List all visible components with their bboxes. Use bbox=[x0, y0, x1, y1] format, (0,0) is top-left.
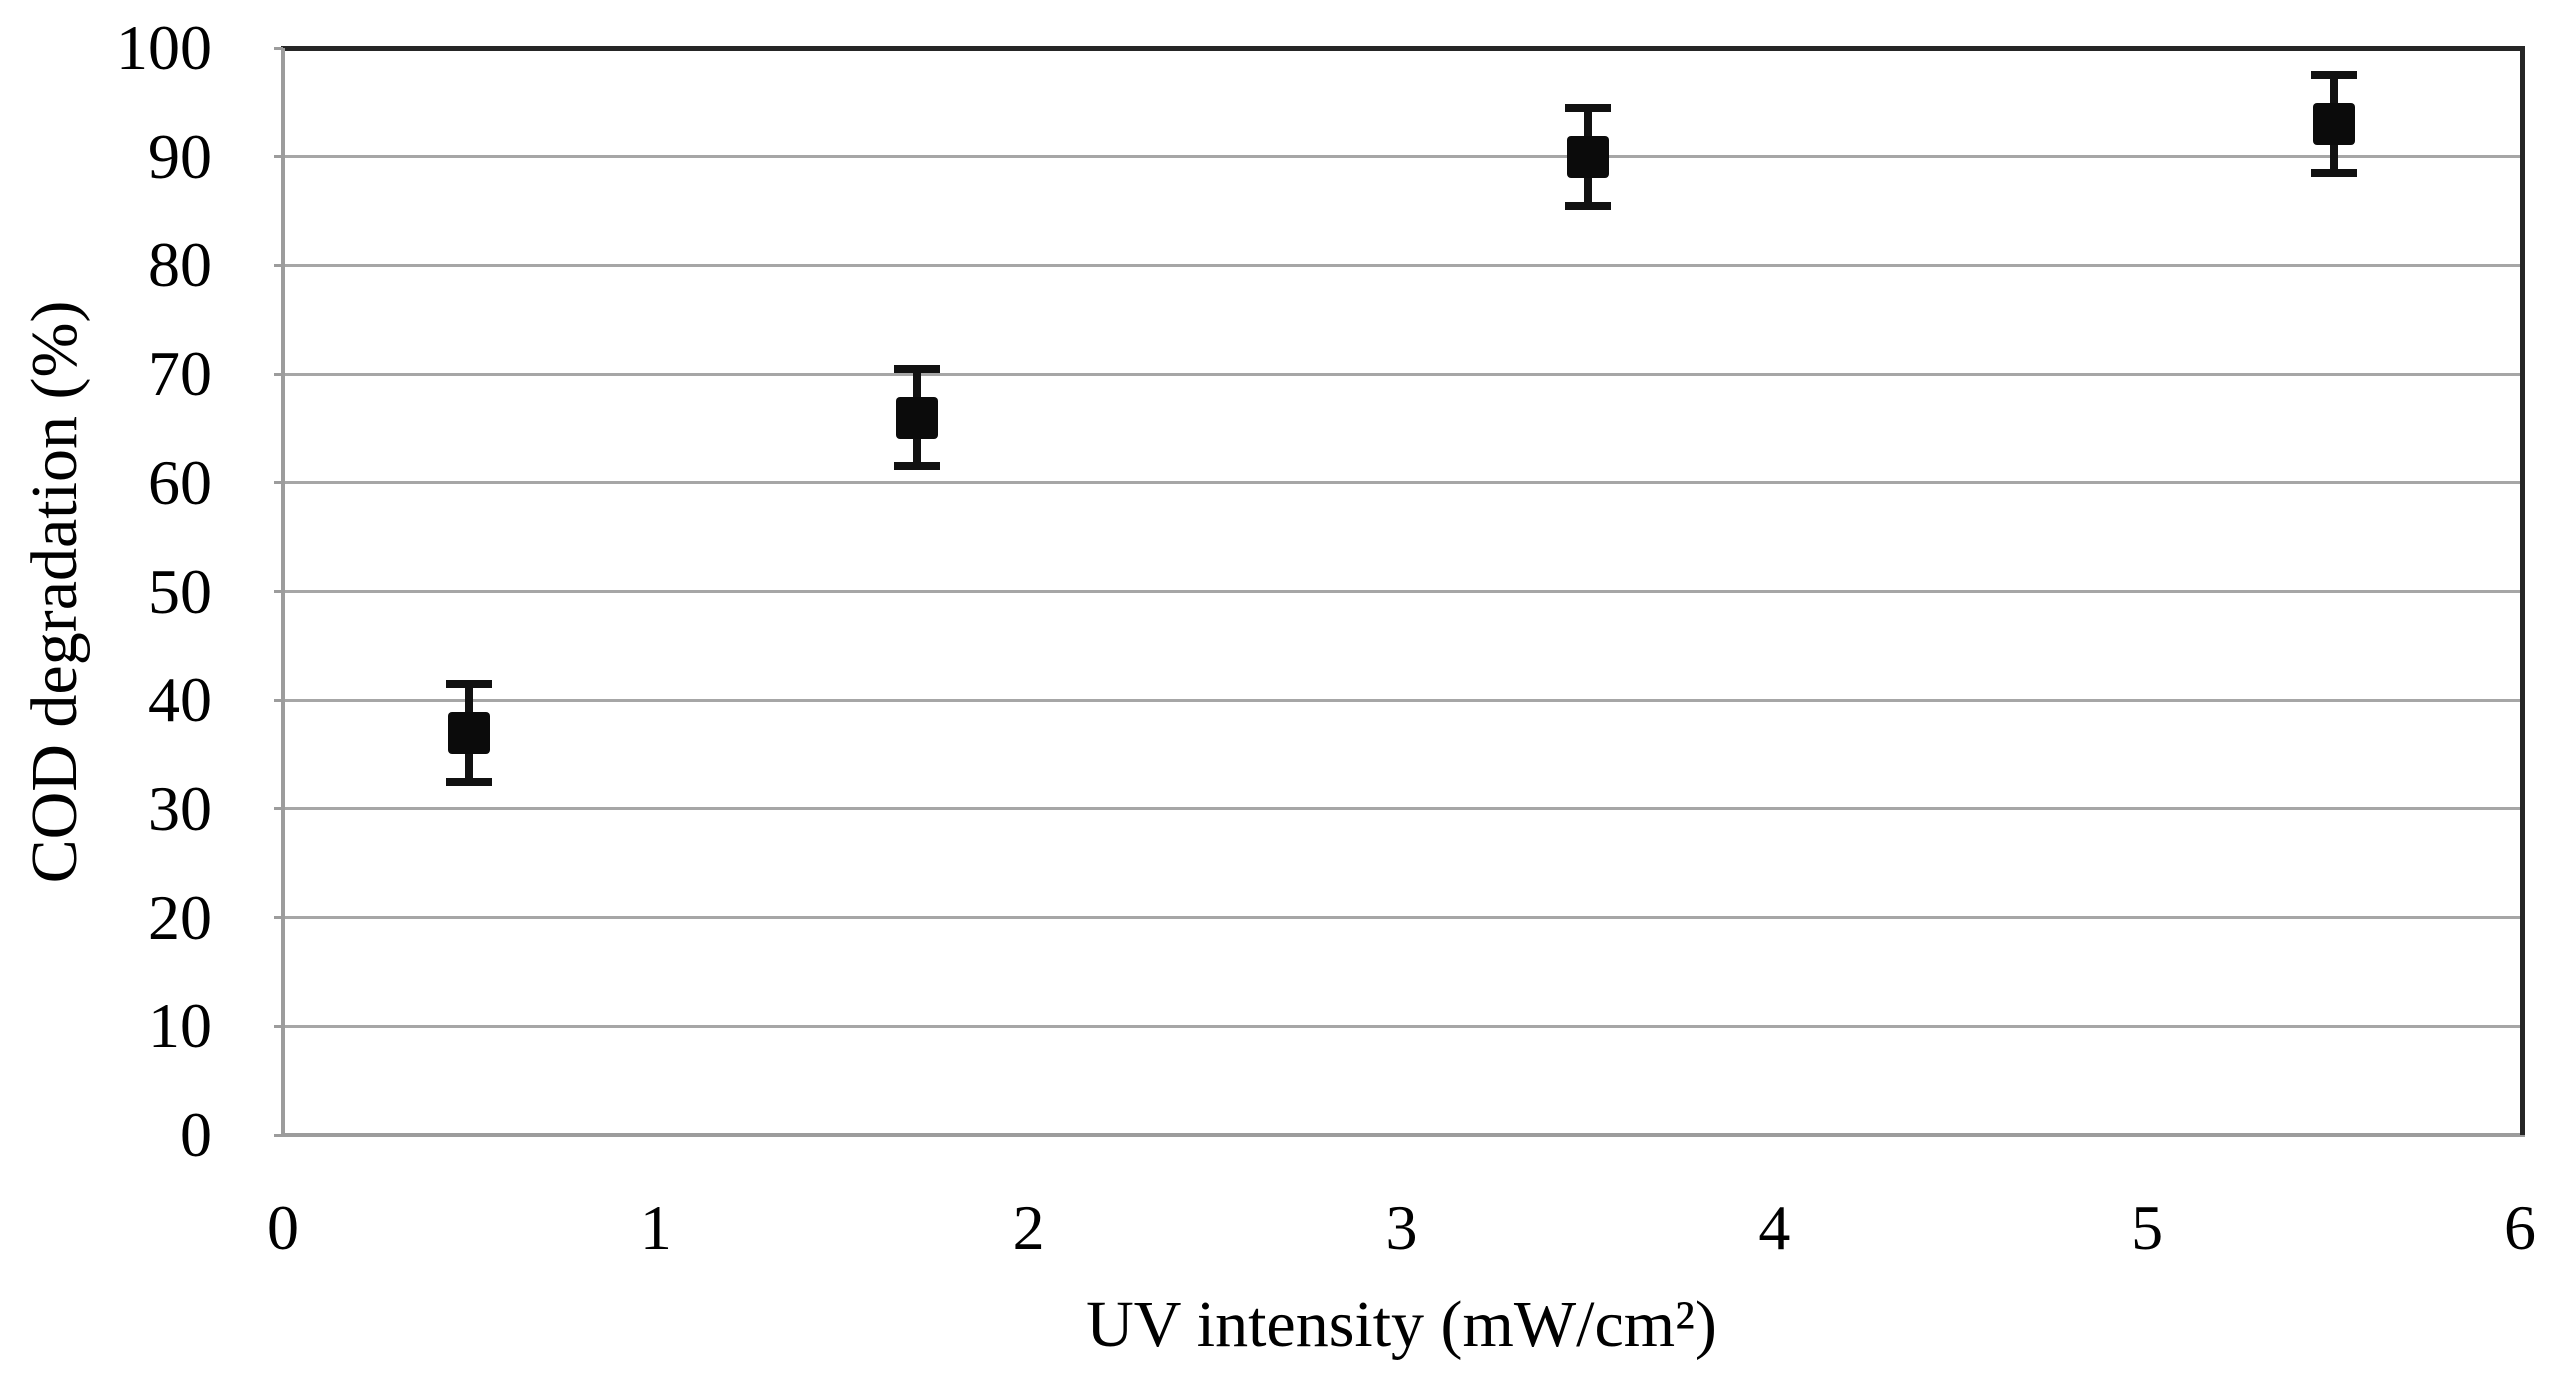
y-tick-label: 30 bbox=[148, 772, 212, 844]
y-tick-label: 80 bbox=[148, 229, 212, 301]
y-tick-mark bbox=[274, 807, 283, 811]
y-gridline bbox=[283, 916, 2522, 920]
data-point-marker bbox=[2312, 103, 2355, 146]
error-bar-cap-top bbox=[1564, 103, 1611, 112]
y-tick-mark bbox=[274, 372, 283, 376]
y-gridline bbox=[283, 807, 2522, 811]
data-point-marker bbox=[1566, 135, 1609, 178]
y-gridline bbox=[283, 263, 2522, 267]
x-tick-label: 6 bbox=[2504, 1192, 2536, 1263]
y-gridline bbox=[283, 155, 2522, 159]
y-tick-mark bbox=[274, 263, 283, 267]
x-tick-label: 0 bbox=[267, 1192, 299, 1263]
y-gridline bbox=[283, 590, 2522, 593]
error-bar-cap-bottom bbox=[1564, 201, 1611, 210]
error-bar-cap-top bbox=[446, 679, 493, 688]
x-axis-line bbox=[281, 1133, 2525, 1137]
y-tick-label: 50 bbox=[148, 555, 212, 627]
y-tick-mark bbox=[274, 155, 283, 159]
y-tick-label: 20 bbox=[148, 881, 212, 953]
y-gridline bbox=[283, 372, 2522, 376]
y-gridline bbox=[283, 481, 2522, 485]
y-tick-mark bbox=[274, 1024, 283, 1028]
x-tick-label: 1 bbox=[639, 1192, 672, 1263]
error-bar-cap-bottom bbox=[446, 777, 493, 786]
y-tick-label: 10 bbox=[148, 990, 212, 1062]
y-tick-mark bbox=[274, 698, 283, 702]
y-tick-label: 90 bbox=[148, 120, 212, 192]
y-tick-mark bbox=[274, 46, 283, 50]
plot-border-top bbox=[281, 45, 2525, 51]
y-tick-label: 100 bbox=[116, 12, 212, 83]
error-bar-cap-bottom bbox=[893, 462, 940, 471]
error-bar-cap-bottom bbox=[2310, 169, 2357, 177]
x-tick-label: 3 bbox=[1385, 1192, 1418, 1263]
y-tick-mark bbox=[274, 590, 283, 593]
y-tick-label: 40 bbox=[148, 664, 212, 736]
y-gridline bbox=[283, 1024, 2522, 1028]
x-tick-label: 4 bbox=[1758, 1192, 1791, 1263]
plot-border-right bbox=[2520, 46, 2525, 1135]
data-point-marker bbox=[448, 711, 491, 754]
x-tick-label: 5 bbox=[2131, 1192, 2164, 1263]
x-tick-label: 2 bbox=[1012, 1192, 1045, 1263]
y-axis-line bbox=[281, 48, 285, 1137]
x-axis-title: UV intensity (mW/cm²) bbox=[1086, 1288, 1717, 1361]
y-tick-label: 70 bbox=[148, 338, 212, 410]
error-bar-cap-top bbox=[893, 364, 940, 373]
y-tick-mark bbox=[274, 481, 283, 485]
y-tick-label: 0 bbox=[180, 1099, 212, 1170]
data-point-marker bbox=[895, 396, 938, 439]
y-gridline bbox=[283, 698, 2522, 702]
y-tick-mark bbox=[274, 1133, 283, 1137]
error-bar-cap-top bbox=[2310, 71, 2357, 80]
y-tick-mark bbox=[274, 916, 283, 920]
y-tick-label: 60 bbox=[148, 446, 212, 518]
